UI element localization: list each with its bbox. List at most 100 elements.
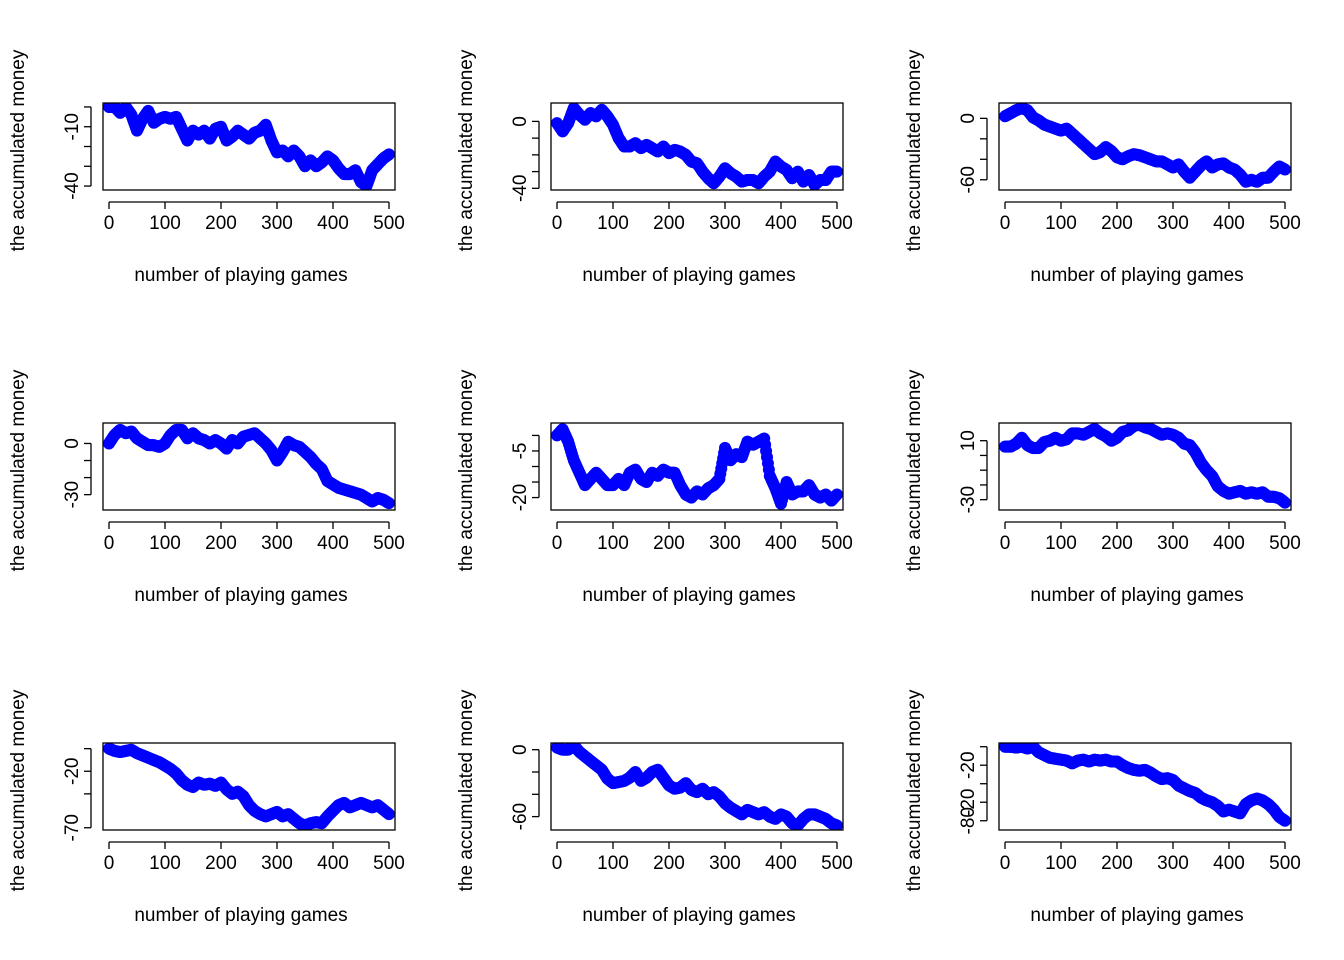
- x-tick-label: 400: [765, 213, 797, 234]
- y-axis-title: the accumulated money: [456, 689, 477, 891]
- y-tick-label: 0: [510, 744, 531, 755]
- x-axis-title: number of playing games: [134, 585, 347, 606]
- x-axis-title: number of playing games: [134, 265, 347, 286]
- plot-frame: [550, 742, 844, 831]
- x-tick-label: 300: [1157, 853, 1189, 874]
- x-tick-label: 400: [1213, 533, 1245, 554]
- x-axis-title: number of playing games: [1030, 265, 1243, 286]
- y-tick-label: 0: [958, 113, 979, 124]
- series-points: [551, 103, 843, 190]
- x-tick-label: 0: [104, 533, 115, 554]
- y-tick-label: -30: [62, 481, 83, 508]
- x-tick-label: 200: [653, 213, 685, 234]
- x-tick-label: 500: [1269, 853, 1301, 874]
- data-point: [1279, 163, 1291, 176]
- series-points: [551, 743, 843, 830]
- y-tick-label: -40: [510, 175, 531, 202]
- data-point: [383, 808, 395, 821]
- x-axis-title: number of playing games: [582, 265, 795, 286]
- plot-frame: [998, 422, 1292, 511]
- x-tick-label: 0: [1000, 213, 1011, 234]
- x-tick-label: 500: [373, 853, 405, 874]
- x-tick-label: 100: [1045, 213, 1077, 234]
- y-tick-label: 0: [510, 116, 531, 127]
- x-tick-label: 0: [1000, 853, 1011, 874]
- x-tick-label: 500: [821, 533, 853, 554]
- y-tick-label: -70: [62, 814, 83, 841]
- y-tick-label: 0: [62, 438, 83, 449]
- plot-frame: [998, 102, 1292, 191]
- series-points: [103, 743, 395, 830]
- x-tick-label: 0: [104, 213, 115, 234]
- panel-2: 0 100 200 300 400 500 0 -40 number of playing ga…: [456, 49, 853, 286]
- x-tick-label: 300: [709, 853, 741, 874]
- y-tick-label: 10: [958, 430, 979, 451]
- panel-3: 0 100 200 300 400 500 0 -60 number of playing ga…: [904, 49, 1301, 286]
- data-point: [383, 148, 395, 161]
- plot-frame: [102, 422, 396, 511]
- x-tick-label: 500: [1269, 213, 1301, 234]
- x-tick-label: 300: [261, 533, 293, 554]
- data-point: [383, 497, 395, 510]
- panel-1: 0 100 200 300 400 500 -10 -40 number of playing …: [8, 49, 405, 286]
- x-tick-label: 400: [317, 853, 349, 874]
- x-tick-label: 0: [552, 853, 563, 874]
- x-tick-label: 100: [1045, 853, 1077, 874]
- x-tick-label: 200: [653, 533, 685, 554]
- x-tick-label: 100: [597, 533, 629, 554]
- y-axis-title: the accumulated money: [904, 49, 925, 251]
- series-points: [103, 423, 395, 510]
- x-tick-label: 400: [1213, 213, 1245, 234]
- series-points: [999, 743, 1291, 827]
- x-tick-label: 200: [205, 533, 237, 554]
- y-tick-label: -5: [510, 443, 531, 460]
- y-axis-title: the accumulated money: [456, 369, 477, 571]
- x-tick-label: 200: [1101, 213, 1133, 234]
- panel-5: 0 100 200 300 400 500 -5 -20 number of playing g…: [456, 369, 853, 606]
- x-tick-label: 500: [821, 853, 853, 874]
- plot-frame: [998, 742, 1292, 831]
- x-tick-label: 100: [597, 853, 629, 874]
- panel-7: 0 100 200 300 400 500 -20 -70 number of playing …: [8, 689, 405, 926]
- data-point: [831, 165, 843, 178]
- y-axis-title: the accumulated money: [456, 49, 477, 251]
- series-points: [551, 423, 843, 510]
- y-axis-title: the accumulated money: [8, 689, 29, 891]
- x-tick-label: 0: [1000, 533, 1011, 554]
- x-tick-label: 200: [205, 853, 237, 874]
- plot-frame: [550, 422, 844, 511]
- x-tick-label: 300: [709, 213, 741, 234]
- x-tick-label: 100: [1045, 533, 1077, 554]
- x-tick-label: 0: [552, 533, 563, 554]
- panel-6: 0 100 200 300 400 500 10 -30 number of playing g…: [904, 369, 1301, 606]
- y-tick-label: -60: [510, 803, 531, 830]
- x-axis-title: number of playing games: [1030, 905, 1243, 926]
- x-tick-label: 100: [149, 533, 181, 554]
- y-axis-title: the accumulated money: [904, 689, 925, 891]
- x-tick-label: 500: [1269, 533, 1301, 554]
- x-tick-label: 300: [261, 213, 293, 234]
- x-axis-title: number of playing games: [134, 905, 347, 926]
- x-axis-title: number of playing games: [582, 585, 795, 606]
- x-tick-label: 500: [821, 213, 853, 234]
- y-tick-label: -20: [62, 758, 83, 785]
- x-tick-label: 400: [765, 533, 797, 554]
- y-axis-title: the accumulated money: [8, 369, 29, 571]
- series-points: [999, 103, 1291, 188]
- y-tick-label: -60: [958, 166, 979, 193]
- x-tick-label: 400: [1213, 853, 1245, 874]
- x-tick-label: 400: [317, 213, 349, 234]
- x-tick-label: 500: [373, 213, 405, 234]
- data-point: [831, 488, 843, 501]
- plot-frame: [550, 102, 844, 191]
- x-tick-label: 400: [317, 533, 349, 554]
- x-tick-label: 400: [765, 853, 797, 874]
- y-tick-label: -30: [958, 486, 979, 513]
- plot-frame: [102, 742, 396, 831]
- x-tick-label: 300: [709, 533, 741, 554]
- x-tick-label: 100: [149, 213, 181, 234]
- y-axis-title: the accumulated money: [904, 369, 925, 571]
- plot-frame: [102, 102, 396, 191]
- x-tick-label: 200: [205, 213, 237, 234]
